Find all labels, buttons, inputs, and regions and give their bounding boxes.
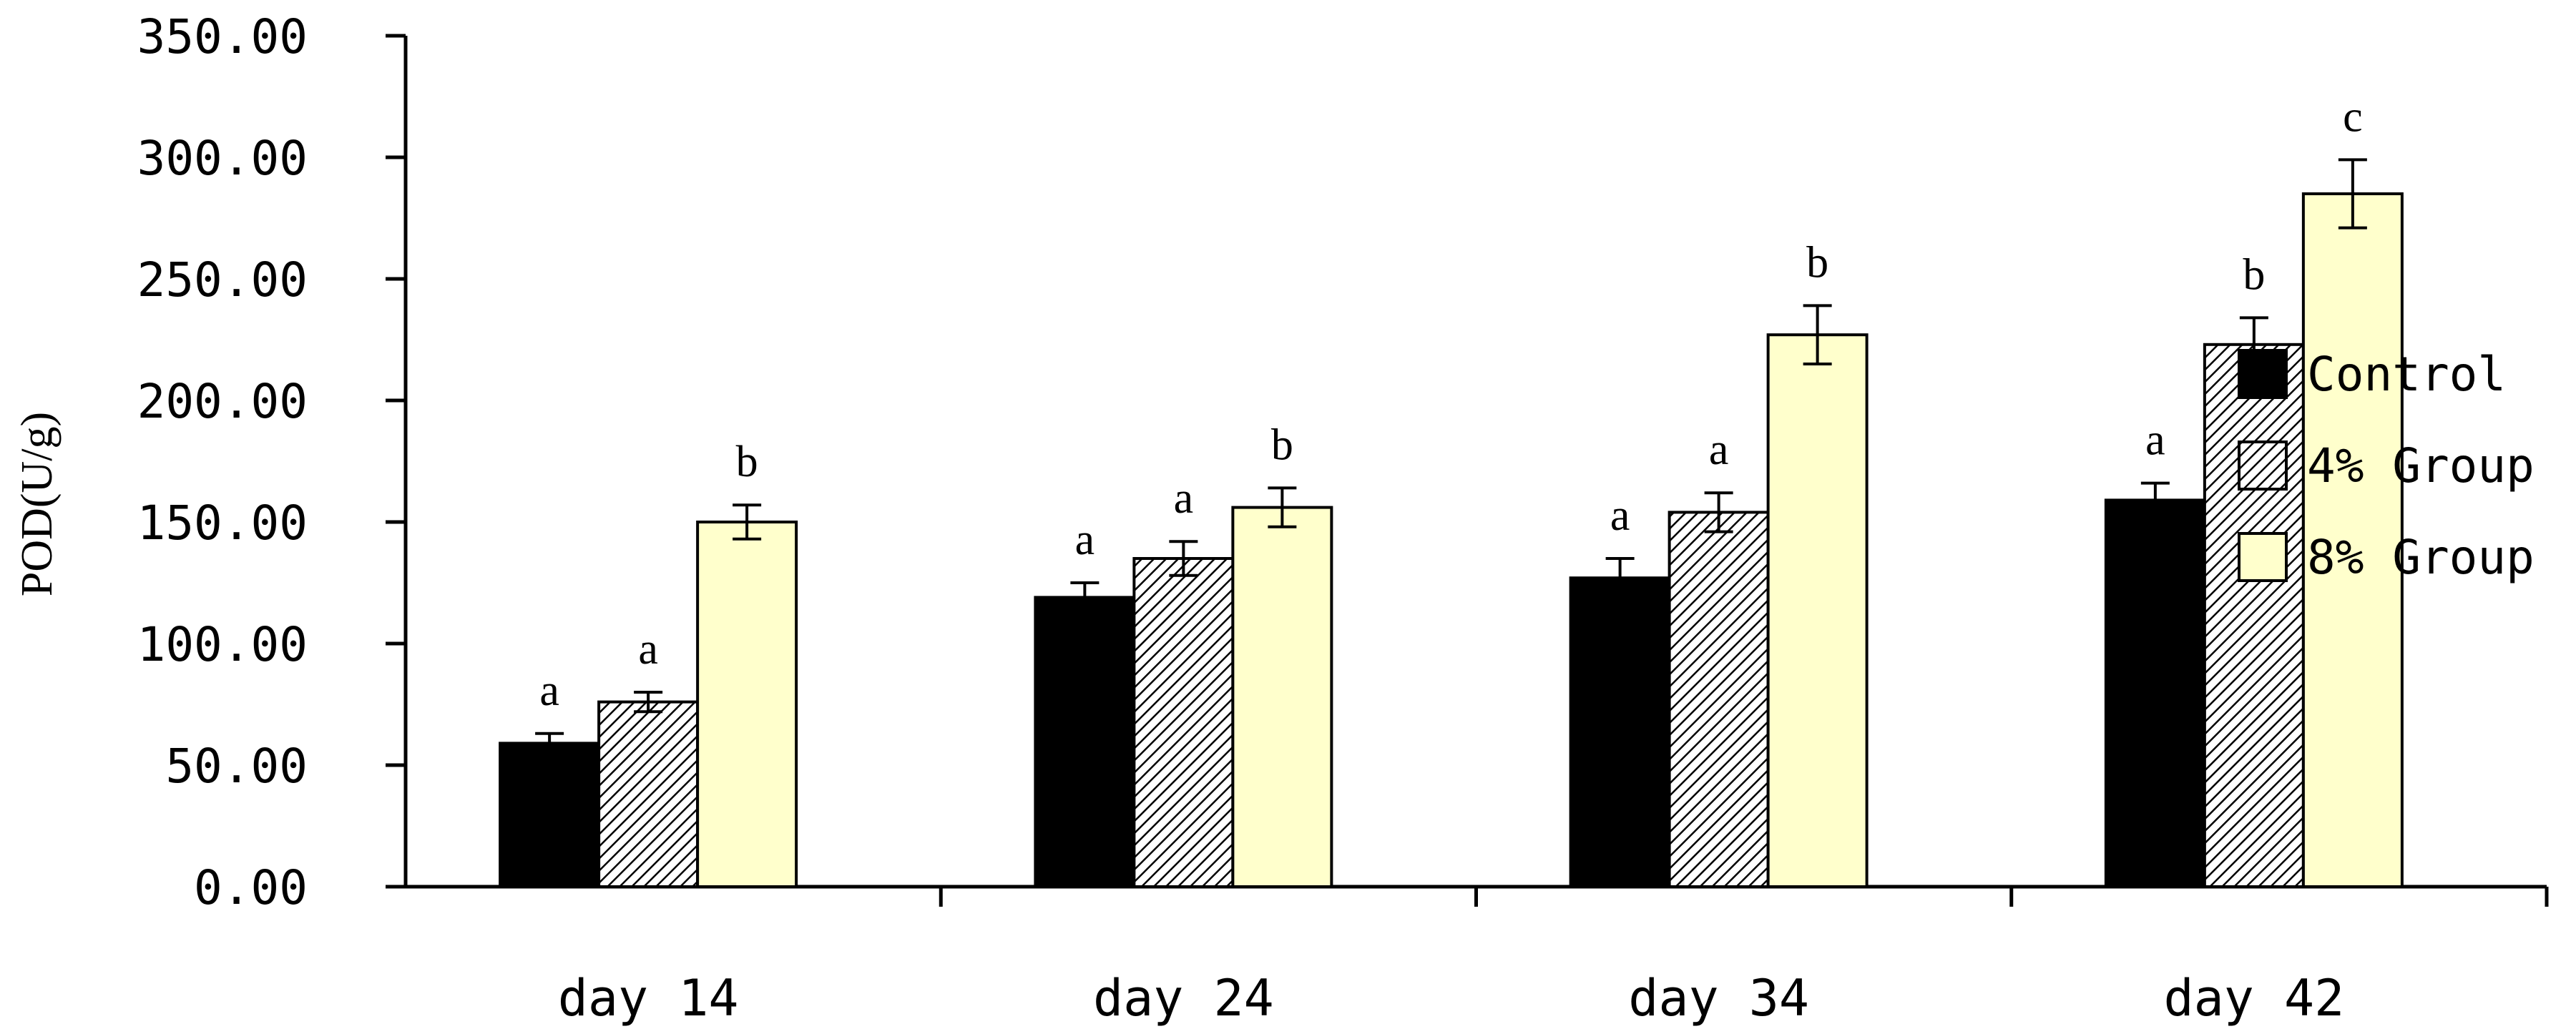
legend: Control 4% Group 8% Group — [2238, 347, 2535, 585]
x-tick-label: day 42 — [2163, 969, 2344, 1028]
significance-label: b — [2243, 250, 2265, 299]
significance-label: b — [1806, 238, 1828, 287]
bar — [1569, 576, 1671, 888]
legend-label: 4% Group — [2307, 438, 2535, 493]
significance-label: a — [2145, 416, 2165, 465]
y-tick-label: 50.00 — [165, 739, 308, 794]
bar — [2203, 343, 2305, 888]
significance-label: a — [1075, 516, 1095, 564]
significance-label: b — [1271, 420, 1293, 469]
significance-label: a — [539, 666, 559, 715]
legend-label: 8% Group — [2307, 530, 2535, 585]
y-tick-label: 100.00 — [137, 617, 308, 672]
bar — [1667, 511, 1770, 888]
y-tick-label: 250.00 — [137, 252, 308, 307]
y-tick-label: 350.00 — [137, 9, 308, 64]
legend-swatch — [2238, 440, 2288, 491]
bar — [1231, 506, 1333, 888]
bar — [2104, 498, 2206, 888]
y-tick-label: 0.00 — [194, 860, 308, 915]
bar — [597, 700, 700, 888]
significance-label: c — [2343, 92, 2363, 141]
y-tick-label: 300.00 — [137, 131, 308, 186]
x-tick-label: day 24 — [1093, 969, 1274, 1028]
significance-label: a — [1709, 425, 1729, 474]
bar — [1766, 333, 1869, 888]
bar — [499, 742, 601, 889]
legend-swatch — [2238, 532, 2288, 582]
significance-label: a — [1174, 474, 1194, 523]
bar — [1132, 557, 1235, 888]
significance-label: a — [1610, 491, 1630, 540]
significance-label: a — [638, 625, 658, 674]
x-tick-label: day 14 — [558, 969, 739, 1028]
x-tick-label: day 34 — [1628, 969, 1809, 1028]
bar — [1034, 596, 1136, 889]
y-axis-label: POD(U/g) — [13, 412, 62, 596]
bar — [2301, 192, 2404, 888]
legend-label: Control — [2307, 347, 2506, 402]
y-tick-label: 200.00 — [137, 374, 308, 429]
axes: 0.00 50.00 100.00 150.00 200.00 250.00 300.00 3… — [137, 9, 2549, 1028]
bar — [696, 521, 798, 888]
legend-swatch — [2238, 349, 2288, 399]
significance-label: b — [736, 438, 758, 486]
bars-group: a a b a a b a a b a b c — [499, 92, 2404, 889]
y-tick-label: 150.00 — [137, 496, 308, 551]
